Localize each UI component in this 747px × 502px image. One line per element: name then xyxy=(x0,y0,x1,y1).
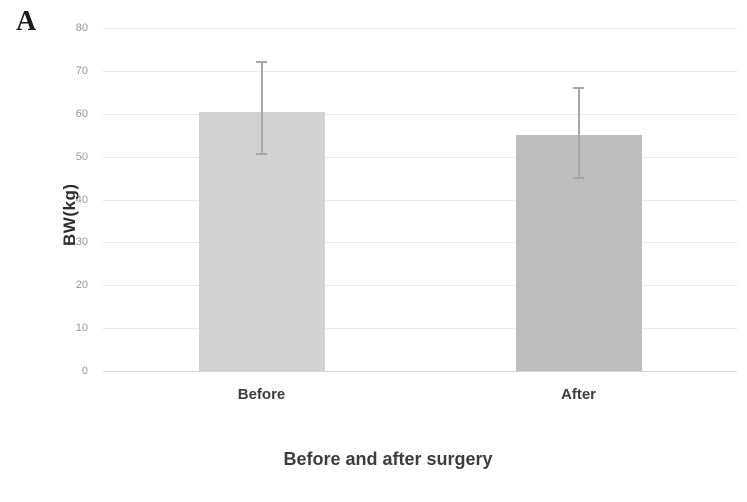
x-tick-label: After xyxy=(560,386,597,403)
y-tick-label: 40 xyxy=(75,193,88,206)
y-tick-label: 50 xyxy=(75,150,88,163)
y-tick-label: 20 xyxy=(75,279,88,292)
y-tick-label: 10 xyxy=(75,322,88,335)
gridline xyxy=(103,328,737,330)
y-tick-label: 0 xyxy=(81,365,88,377)
chart-title: Before and after surgery xyxy=(283,449,493,469)
error-bar-line xyxy=(577,88,580,179)
gridline xyxy=(103,199,737,201)
error-bar-line xyxy=(260,62,263,155)
gridline xyxy=(103,156,737,158)
gridline xyxy=(103,28,737,29)
plot-area: 0 10 20 30 40 50 60 70 80 Before After xyxy=(76,22,737,403)
y-tick-label: 30 xyxy=(75,236,88,249)
x-tick-label: Before xyxy=(237,386,286,403)
y-tick-label: 60 xyxy=(75,107,88,120)
panel-label: A xyxy=(16,6,37,37)
gridline xyxy=(103,285,737,287)
error-bar-cap-bottom xyxy=(573,177,584,180)
y-tick-label: 70 xyxy=(75,64,88,77)
error-bar-cap-top xyxy=(256,61,267,64)
gridline xyxy=(103,371,737,372)
y-tick-label: 80 xyxy=(75,22,88,34)
error-bar-cap-top xyxy=(573,87,584,90)
error-bar-cap-bottom xyxy=(256,153,267,156)
gridline xyxy=(103,70,737,72)
gridline xyxy=(103,242,737,244)
gridline xyxy=(103,113,737,115)
